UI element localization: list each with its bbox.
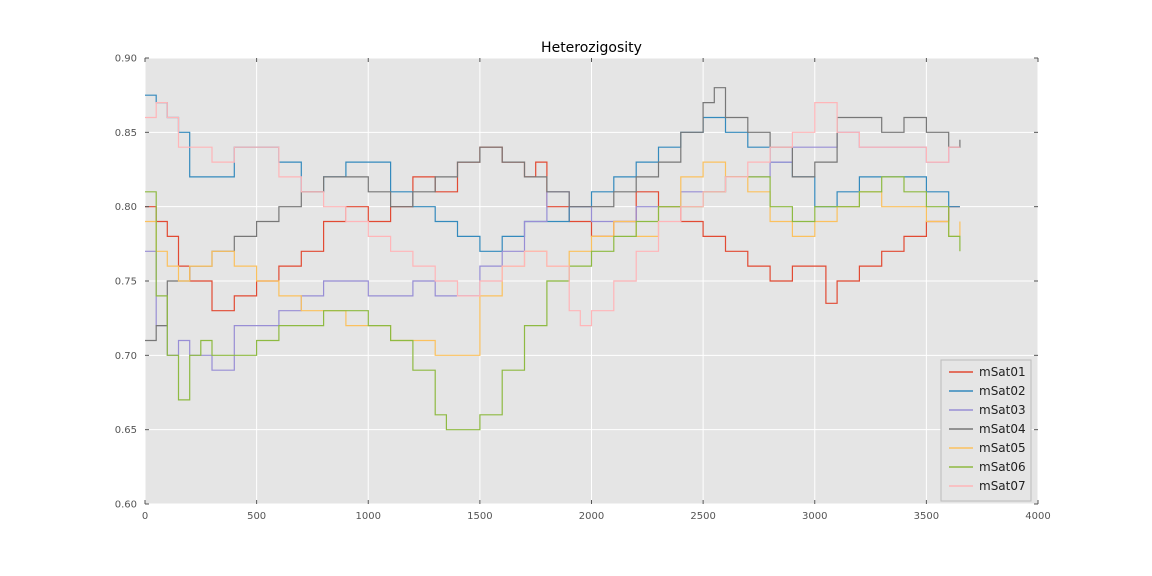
y-tick-label: 0.85: [115, 128, 137, 139]
legend-label: mSat03: [979, 403, 1026, 417]
axes: 0 500 1000 1500 2000 2500 3000 3500 4000 0.60 0.65…: [115, 54, 1051, 523]
series-line-mSat06: [145, 176, 961, 431]
y-tick-label: 0.60: [115, 500, 137, 511]
legend-label: mSat07: [979, 479, 1026, 493]
chart-title: Heterozigosity: [541, 40, 642, 56]
x-tick-label: 1000: [356, 511, 381, 522]
x-tick-label: 500: [247, 511, 266, 522]
legend-label: mSat02: [979, 384, 1026, 398]
legend-box: [940, 359, 1032, 502]
x-tick-label: 3500: [914, 511, 939, 522]
y-tick-label: 0.65: [115, 425, 137, 436]
legend-label: mSat04: [979, 422, 1026, 436]
y-tick-label: 0.75: [115, 277, 137, 288]
series-layer: [145, 87, 961, 431]
series-line-mSat04: [145, 87, 961, 342]
x-tick-label: 2000: [579, 511, 604, 522]
y-tick-label: 0.70: [115, 351, 137, 362]
x-tick-label: 0: [142, 511, 148, 522]
legend-label: mSat06: [979, 460, 1026, 474]
y-tick-label: 0.90: [115, 54, 137, 65]
x-tick-label: 1500: [467, 511, 492, 522]
legend-label: mSat05: [979, 441, 1026, 455]
legend: mSat01 mSat02 mSat03 mSat04 mSat05 mSat06 mSat…: [940, 359, 1032, 502]
x-tick-label: 3000: [802, 511, 827, 522]
series-line-mSat07: [145, 102, 960, 327]
x-tick-label: 2500: [690, 511, 715, 522]
series-line-mSat03: [145, 131, 960, 371]
legend-label: mSat01: [979, 365, 1026, 379]
x-tick-label: 4000: [1025, 511, 1050, 522]
y-tick-label: 0.80: [115, 202, 137, 213]
series-line-mSat01: [145, 146, 960, 312]
